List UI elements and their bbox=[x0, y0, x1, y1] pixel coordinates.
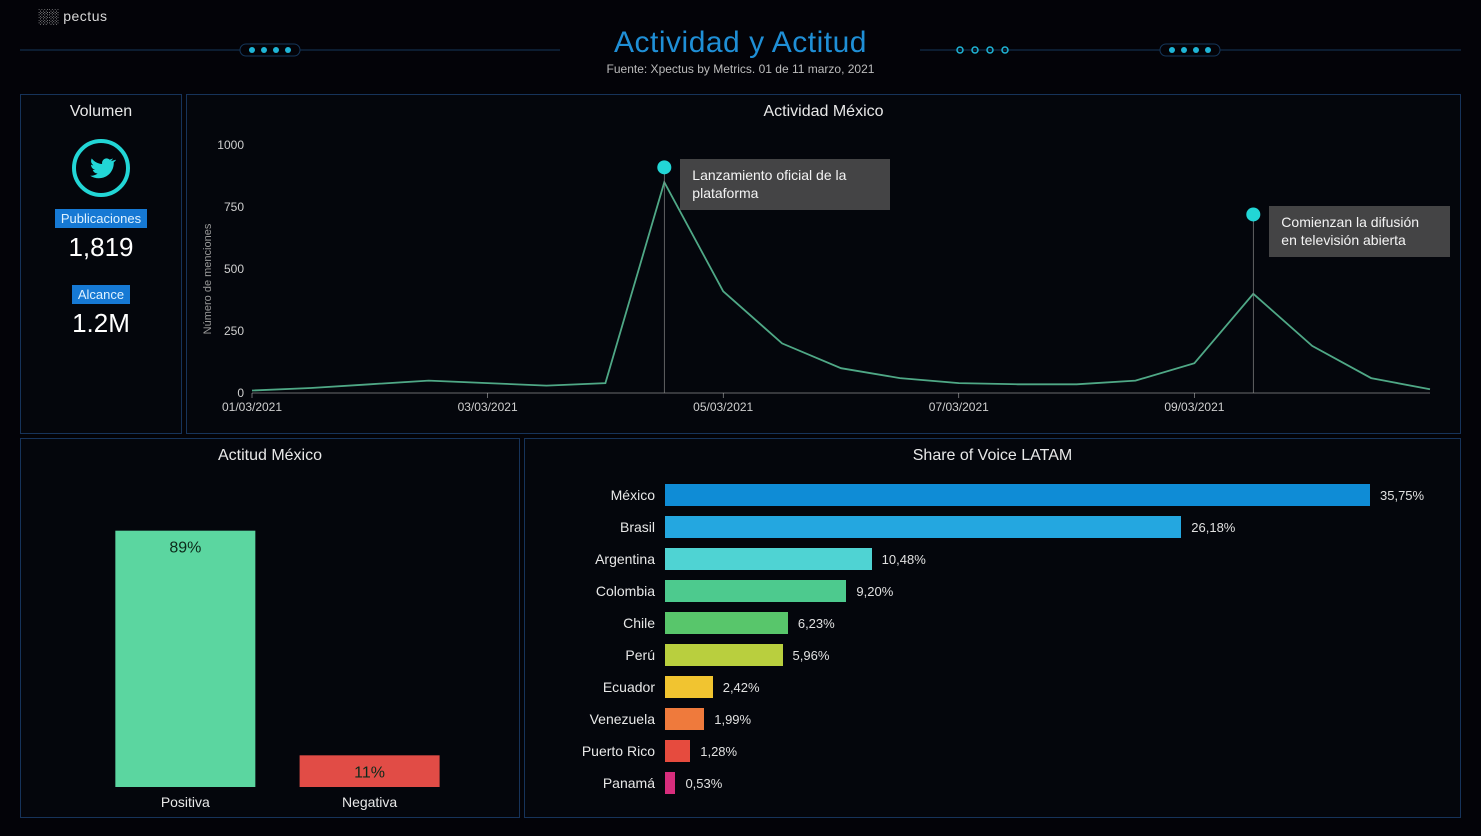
sov-bar bbox=[665, 516, 1181, 538]
svg-text:750: 750 bbox=[224, 200, 244, 214]
posts-value: 1,819 bbox=[21, 232, 181, 263]
sov-value: 0,53% bbox=[685, 776, 722, 791]
panel-actividad: Actividad México Número de menciones 0 250… bbox=[186, 94, 1461, 434]
sov-country-label: Colombia bbox=[525, 583, 665, 599]
posts-label-badge: Publicaciones bbox=[55, 209, 147, 228]
volumen-title: Volumen bbox=[21, 95, 181, 125]
sov-bar bbox=[665, 772, 675, 794]
sov-row: Colombia 9,20% bbox=[525, 575, 1450, 607]
panel-volumen: Volumen Publicaciones 1,819 Alcance 1.2M bbox=[20, 94, 182, 434]
brand-text: pectus bbox=[63, 8, 107, 24]
svg-text:Número de menciones: Número de menciones bbox=[202, 223, 214, 334]
actividad-title: Actividad México bbox=[187, 95, 1460, 125]
twitter-icon bbox=[72, 139, 130, 197]
actividad-chart: Número de menciones 0 250 500 750 1000 01/03/2… bbox=[197, 135, 1450, 423]
brand-logo: ░░ pectus bbox=[38, 8, 107, 24]
sov-country-label: Venezuela bbox=[525, 711, 665, 727]
sov-country-label: México bbox=[525, 487, 665, 503]
sov-value: 6,23% bbox=[798, 616, 835, 631]
sov-row: Perú 5,96% bbox=[525, 639, 1450, 671]
sov-country-label: Perú bbox=[525, 647, 665, 663]
sov-row: Brasil 26,18% bbox=[525, 511, 1450, 543]
svg-text:89%: 89% bbox=[169, 540, 201, 557]
sov-chart: México 35,75% Brasil 26,18% Argentina 10,48% C… bbox=[525, 479, 1450, 811]
sov-bar bbox=[665, 708, 704, 730]
sov-bar bbox=[665, 484, 1370, 506]
sov-value: 9,20% bbox=[856, 584, 893, 599]
svg-text:250: 250 bbox=[224, 324, 244, 338]
sov-row: Argentina 10,48% bbox=[525, 543, 1450, 575]
reach-value: 1.2M bbox=[21, 308, 181, 339]
sov-row: Venezuela 1,99% bbox=[525, 703, 1450, 735]
reach-label-badge: Alcance bbox=[72, 285, 130, 304]
sov-row: Chile 6,23% bbox=[525, 607, 1450, 639]
sov-bar bbox=[665, 644, 783, 666]
sov-value: 2,42% bbox=[723, 680, 760, 695]
sov-country-label: Chile bbox=[525, 615, 665, 631]
panel-actitud: Actitud México 89% Positiva 11% Negativa bbox=[20, 438, 520, 818]
page-title: Actividad y Actitud bbox=[0, 26, 1481, 60]
actitud-chart: 89% Positiva 11% Negativa bbox=[21, 479, 519, 817]
sov-value: 1,99% bbox=[714, 712, 751, 727]
chart-annotation: Lanzamiento oficial de la plataforma bbox=[680, 159, 890, 210]
sov-row: Panamá 0,53% bbox=[525, 767, 1450, 799]
svg-text:03/03/2021: 03/03/2021 bbox=[458, 400, 518, 414]
sov-country-label: Puerto Rico bbox=[525, 743, 665, 759]
sov-value: 1,28% bbox=[700, 744, 737, 759]
actitud-title: Actitud México bbox=[21, 439, 519, 469]
svg-text:0: 0 bbox=[237, 386, 244, 400]
sov-value: 35,75% bbox=[1380, 488, 1424, 503]
sov-country-label: Panamá bbox=[525, 775, 665, 791]
sov-bar bbox=[665, 548, 872, 570]
svg-text:07/03/2021: 07/03/2021 bbox=[929, 400, 989, 414]
sov-row: Puerto Rico 1,28% bbox=[525, 735, 1450, 767]
brand-mark: ░░ bbox=[38, 8, 59, 24]
svg-text:1000: 1000 bbox=[217, 138, 244, 152]
sov-value: 10,48% bbox=[882, 552, 926, 567]
sov-row: Ecuador 2,42% bbox=[525, 671, 1450, 703]
sov-bar bbox=[665, 612, 788, 634]
sov-row: México 35,75% bbox=[525, 479, 1450, 511]
chart-annotation: Comienzan la difusión en televisión abie… bbox=[1269, 206, 1450, 257]
sov-value: 26,18% bbox=[1191, 520, 1235, 535]
sov-title: Share of Voice LATAM bbox=[525, 439, 1460, 469]
sov-value: 5,96% bbox=[793, 648, 830, 663]
svg-text:Positiva: Positiva bbox=[161, 794, 210, 810]
sov-country-label: Brasil bbox=[525, 519, 665, 535]
svg-text:01/03/2021: 01/03/2021 bbox=[222, 400, 282, 414]
svg-text:Negativa: Negativa bbox=[342, 794, 397, 810]
svg-text:09/03/2021: 09/03/2021 bbox=[1164, 400, 1224, 414]
sov-bar bbox=[665, 580, 846, 602]
panel-sov: Share of Voice LATAM México 35,75% Brasil 2… bbox=[524, 438, 1461, 818]
sov-bar bbox=[665, 740, 690, 762]
sov-country-label: Argentina bbox=[525, 551, 665, 567]
page-header: Actividad y Actitud Fuente: Xpectus by M… bbox=[0, 26, 1481, 76]
svg-text:500: 500 bbox=[224, 262, 244, 276]
svg-text:11%: 11% bbox=[354, 764, 385, 781]
sov-bar bbox=[665, 676, 713, 698]
svg-text:05/03/2021: 05/03/2021 bbox=[693, 400, 753, 414]
page-subtitle: Fuente: Xpectus by Metrics. 01 de 11 mar… bbox=[0, 62, 1481, 76]
sov-country-label: Ecuador bbox=[525, 679, 665, 695]
